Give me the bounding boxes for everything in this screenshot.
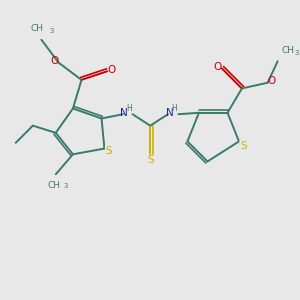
Text: H: H bbox=[172, 104, 177, 113]
Text: S: S bbox=[147, 155, 154, 165]
Text: H: H bbox=[126, 104, 132, 113]
Text: O: O bbox=[213, 62, 222, 72]
Text: 3: 3 bbox=[50, 28, 54, 34]
Text: S: S bbox=[105, 146, 112, 156]
Text: 3: 3 bbox=[295, 50, 299, 56]
Text: 3: 3 bbox=[64, 183, 68, 189]
Text: CH: CH bbox=[282, 46, 295, 55]
Text: CH: CH bbox=[31, 24, 44, 33]
Text: O: O bbox=[107, 65, 116, 75]
Text: O: O bbox=[50, 56, 58, 66]
Text: N: N bbox=[120, 108, 128, 118]
Text: CH: CH bbox=[48, 182, 61, 190]
Text: S: S bbox=[240, 141, 247, 151]
Text: O: O bbox=[268, 76, 276, 86]
Text: N: N bbox=[166, 108, 174, 118]
